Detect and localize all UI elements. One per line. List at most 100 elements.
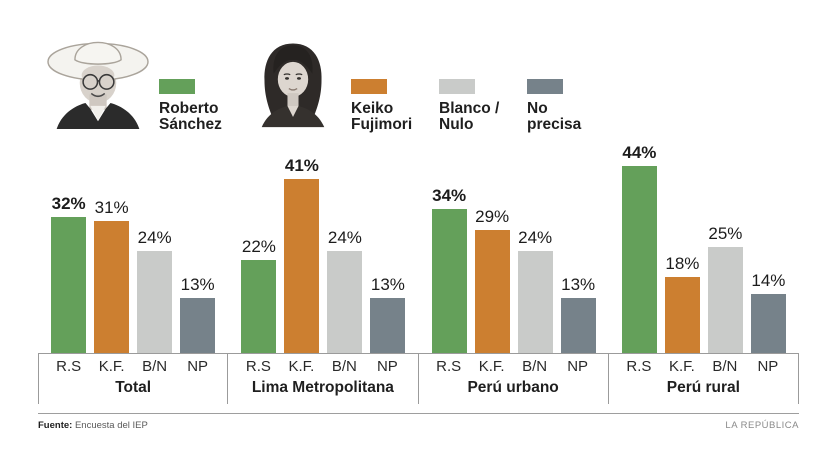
group-label: Total [115,379,152,396]
bar-cell-np: 13% [180,274,216,353]
bar-cell-kf: 18% [664,253,700,353]
bar-np [180,297,216,353]
bar-cell-bn: 25% [707,223,743,353]
keiko-fujimori-portrait [247,37,339,134]
bars-row: 32% 31% 24% 13% [38,143,228,353]
axis-box: R.S K.F. B/N NP Perú rural [607,353,799,404]
bar-rs [431,208,467,353]
bars-row: 34% 29% 24% 13% [419,143,609,353]
bar-cell-kf: 29% [474,206,510,353]
tick-label-bn: B/N [712,358,738,375]
tick-label-np: NP [187,358,209,375]
value-label-bn: 24% [327,228,362,247]
bar-cell-np: 14% [750,271,786,353]
bar-cell-bn: 24% [137,228,173,353]
value-label-kf: 18% [665,253,700,273]
bar-rs [241,259,277,353]
tick-label-kf: K.F. [478,358,505,375]
bar-cell-kf: 41% [284,155,320,353]
tick-label-bn: B/N [522,358,548,375]
bar-cell-rs: 34% [431,185,467,353]
bar-cell-kf: 31% [94,198,130,353]
tick-label-rs: R.S [56,358,82,375]
chart-group-0: 32% 31% 24% 13% R.S K.F. B/N NP Total [38,143,229,404]
tick-row: R.S K.F. B/N NP [609,358,798,375]
value-label-rs: 32% [51,194,86,213]
bar-bn [517,251,553,353]
bar-cell-bn: 24% [517,228,553,353]
group-label: Lima Metropolitana [251,379,394,396]
legend-item-blanco-nulo: Blanco / Nulo [439,34,519,134]
legend-swatch-no-precisa [527,78,563,94]
source-text: Encuesta del IEP [74,420,148,431]
footer: Fuente: Encuesta del IEP LA REPÚBLICA [38,420,799,431]
footer-divider [38,413,799,414]
source-label: Fuente: [38,420,73,431]
bar-rs [51,217,87,353]
bar-kf [284,178,320,353]
tick-label-rs: R.S [626,358,652,375]
legend-item-keiko-fujimori: Keiko Fujimori [351,34,431,134]
bar-cell-np: 13% [560,275,596,353]
group-label: Perú urbano [467,379,559,396]
bar-cell-bn: 24% [327,228,363,353]
tick-label-np: NP [757,358,779,375]
tick-label-kf: K.F. [668,358,695,375]
legend-item-no-precisa: No precisa [527,34,607,134]
axis-box: R.S K.F. B/N NP Total [38,353,229,404]
value-label-bn: 25% [708,223,743,243]
bar-cell-np: 13% [370,274,406,353]
bar-bn [707,246,743,353]
legend-label-blanco-nulo: Blanco / Nulo [439,99,500,134]
tick-label-rs: R.S [245,358,271,375]
bar-np [370,297,406,353]
value-label-kf: 29% [475,206,510,226]
value-label-rs: 22% [241,236,276,256]
legend-swatch-keiko-fujimori [351,78,387,94]
bar-np [750,293,786,353]
bar-bn [137,251,173,353]
value-label-kf: 31% [94,198,129,218]
value-label-bn: 24% [518,228,553,247]
legend-swatch-blanco-nulo [439,78,475,94]
bars-row: 22% 41% 24% 13% [228,143,418,353]
tick-label-rs: R.S [436,358,462,375]
bar-kf [94,221,130,353]
bar-bn [327,251,363,353]
group-label: Perú rural [666,379,740,396]
value-label-rs: 34% [432,185,467,205]
bar-cell-rs: 44% [621,143,657,353]
tick-row: R.S K.F. B/N NP [228,358,417,375]
axis-box: R.S K.F. B/N NP Lima Metropolitana [227,353,419,404]
tick-row: R.S K.F. B/N NP [39,358,227,375]
tick-label-bn: B/N [142,358,168,375]
axis-box: R.S K.F. B/N NP Perú urbano [417,353,609,404]
tick-label-bn: B/N [331,358,357,375]
bar-kf [474,229,510,353]
man-with-sombrero-illustration [47,41,149,129]
legend-label-no-precisa: No precisa [527,99,582,134]
tick-label-kf: K.F. [98,358,125,375]
bar-kf [664,276,700,353]
source-note: Fuente: Encuesta del IEP [38,420,148,431]
chart-group-1: 22% 41% 24% 13% R.S K.F. B/N NP Lima Metropolita… [227,143,419,404]
legend: Roberto Sánchez Keiko Fujimori [0,0,837,134]
value-label-rs: 44% [622,143,657,162]
bar-cell-rs: 22% [241,236,277,353]
tick-label-kf: K.F. [288,358,315,375]
legend-label-keiko-fujimori: Keiko Fujimori [351,99,413,134]
woman-illustration [261,43,325,128]
chart-group-2: 34% 29% 24% 13% R.S K.F. B/N NP Perú urbano [417,143,609,404]
value-label-kf: 41% [284,155,319,175]
value-label-np: 13% [180,274,215,294]
roberto-sanchez-portrait [45,29,151,134]
bar-np [560,297,596,353]
bar-rs [621,166,657,353]
value-label-bn: 24% [137,228,172,247]
grouped-bar-chart: 32% 31% 24% 13% R.S K.F. B/N NP Total 22% 41% 24% 13… [38,143,799,404]
chart-group-3: 44% 18% 25% 14% R.S K.F. B/N NP Perú rural [607,143,799,404]
legend-swatch-roberto-sanchez [159,78,195,94]
value-label-np: 13% [370,274,405,294]
bar-cell-rs: 32% [51,194,87,353]
